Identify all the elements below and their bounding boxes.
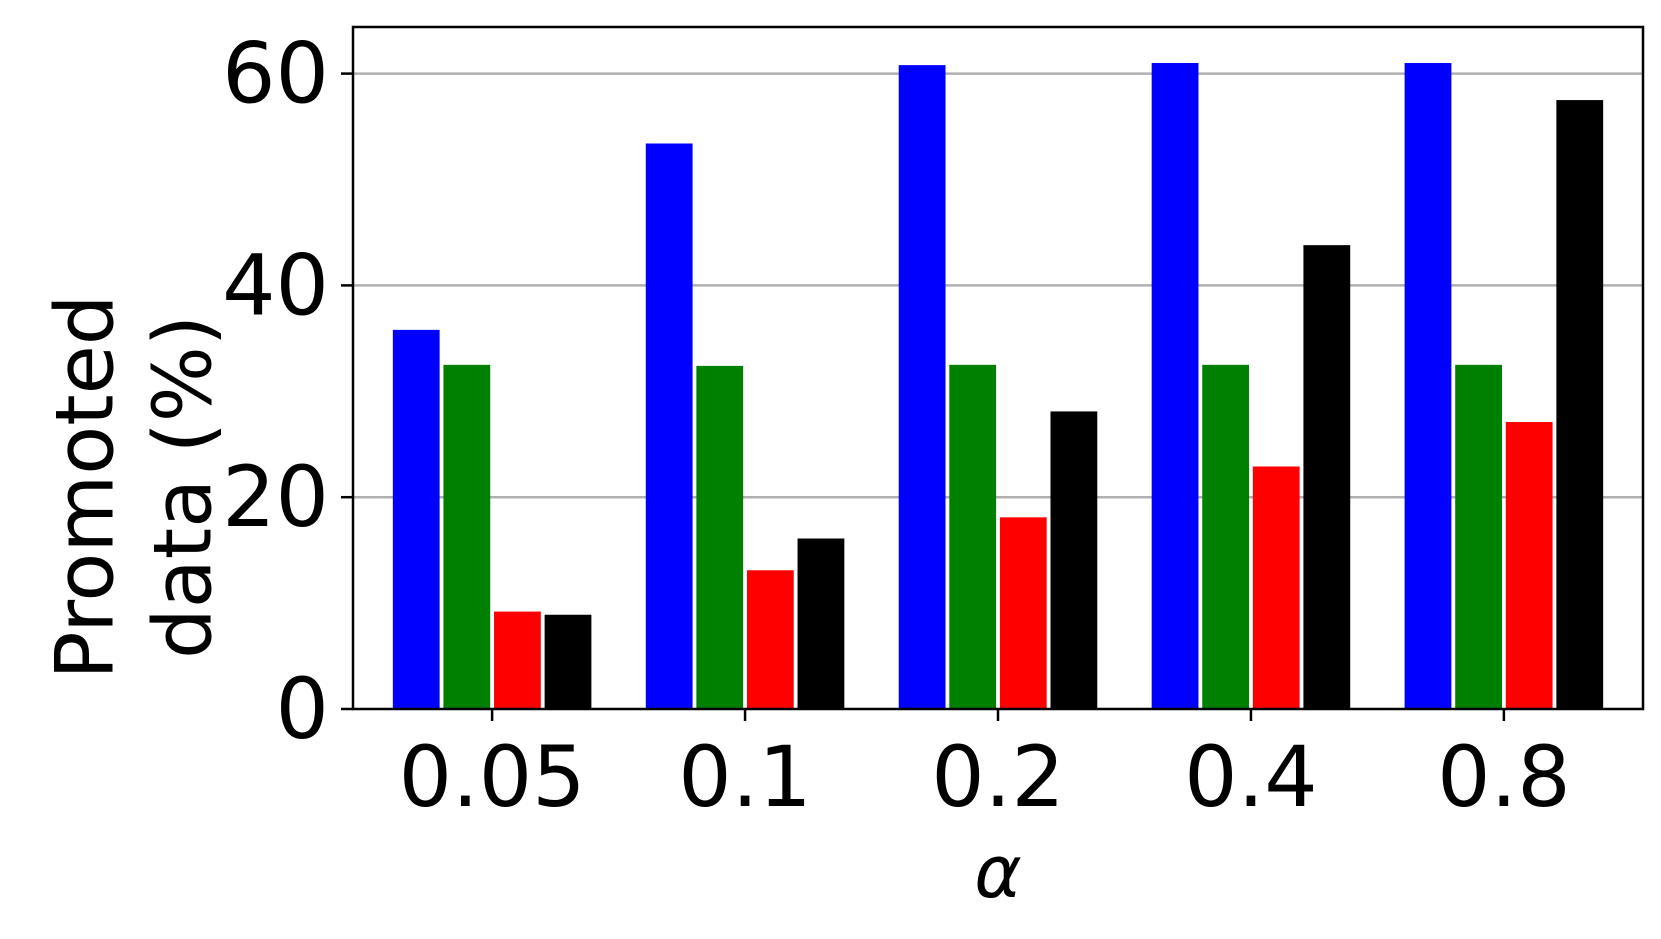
bars-layer <box>392 63 1604 710</box>
y-axis-title-line-1: Promoted <box>39 294 132 679</box>
x-tick-label: 0.1 <box>678 728 812 826</box>
y-axis-title-line-2: data (%) <box>137 315 230 659</box>
y-tick-label: 20 <box>222 448 329 546</box>
bar <box>1455 364 1502 709</box>
x-axis: 0.05 0.1 0.2 0.4 0.8 <box>399 709 1571 826</box>
bar <box>544 614 592 709</box>
bar <box>494 611 541 709</box>
bar <box>999 517 1047 709</box>
bar <box>443 364 491 709</box>
y-tick-label: 40 <box>222 236 329 334</box>
y-tick-label: 60 <box>222 25 329 123</box>
bar <box>1151 63 1199 709</box>
x-axis-title: α <box>974 830 1021 914</box>
bar <box>746 570 794 709</box>
bar <box>645 143 693 710</box>
bar <box>1050 411 1098 709</box>
y-axis: 0 20 40 60 <box>222 25 353 758</box>
bar <box>1202 364 1250 709</box>
bar <box>898 65 946 710</box>
x-tick-label: 0.05 <box>399 728 586 826</box>
bar <box>1303 245 1351 709</box>
bar <box>1252 466 1300 709</box>
bar <box>392 329 440 709</box>
y-axis-title: Promoted data (%) <box>39 294 230 679</box>
bar <box>949 364 997 709</box>
x-tick-label: 0.4 <box>1184 728 1318 826</box>
bar <box>797 538 845 709</box>
bar <box>1505 422 1553 709</box>
bar <box>1556 100 1604 710</box>
y-tick-label: 0 <box>276 660 329 758</box>
bar <box>696 365 744 709</box>
x-tick-label: 0.8 <box>1437 728 1571 826</box>
x-tick-label: 0.2 <box>931 728 1065 826</box>
bar <box>1404 63 1452 709</box>
